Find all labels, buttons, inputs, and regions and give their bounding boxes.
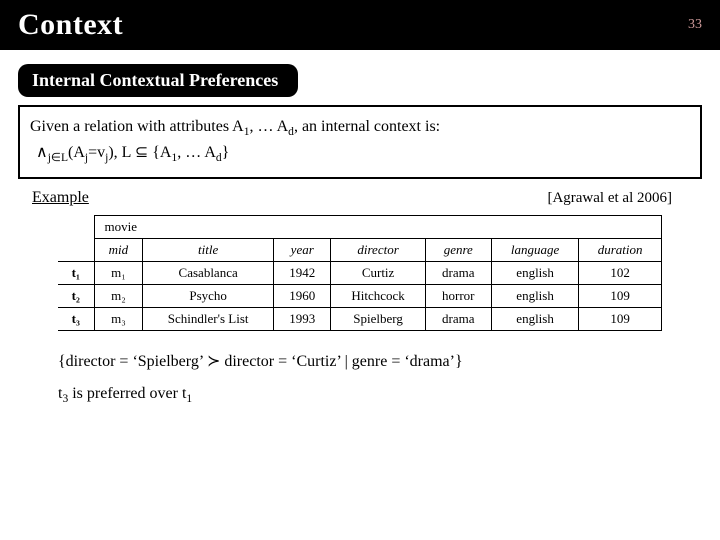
col-language: language xyxy=(491,238,578,261)
table-row: t₂ m₂ Psycho 1960 Hitchcock horror engli… xyxy=(58,284,662,307)
page-number: 33 xyxy=(688,17,702,33)
table-super-header-row: movie xyxy=(58,215,662,238)
citation: [Agrawal et al 2006] xyxy=(547,190,672,207)
example-row: Example [Agrawal et al 2006] xyxy=(18,189,702,207)
col-director: director xyxy=(331,238,425,261)
definition-line-2: ∧j∈L(Aj=vj), L ⊆ {A1, … Ad} xyxy=(30,141,690,167)
col-mid: mid xyxy=(94,238,143,261)
row-label: t₁ xyxy=(58,261,94,284)
table-super-header: movie xyxy=(94,215,662,238)
col-duration: duration xyxy=(579,238,662,261)
movie-table: movie mid title year director genre lang… xyxy=(58,215,662,331)
section-subheader: Internal Contextual Preferences xyxy=(18,64,298,97)
table-header-row: mid title year director genre language d… xyxy=(58,238,662,261)
slide-title: Context xyxy=(18,8,123,42)
table-row: t₁ m₁ Casablanca 1942 Curtiz drama engli… xyxy=(58,261,662,284)
col-genre: genre xyxy=(425,238,491,261)
row-label: t₃ xyxy=(58,307,94,330)
table-wrap: movie mid title year director genre lang… xyxy=(18,215,702,331)
col-year: year xyxy=(273,238,331,261)
preference-expression: {director = ‘Spielberg’ ≻ director = ‘Cu… xyxy=(18,351,702,371)
definition-box: Given a relation with attributes A1, … A… xyxy=(18,105,702,179)
definition-line-1: Given a relation with attributes A1, … A… xyxy=(30,115,690,141)
header-bar: Context 33 xyxy=(0,0,720,50)
example-label: Example xyxy=(32,189,89,207)
row-label: t₂ xyxy=(58,284,94,307)
conclusion-line: t3 is preferred over t1 xyxy=(18,385,702,405)
table-row: t₃ m₃ Schindler's List 1993 Spielberg dr… xyxy=(58,307,662,330)
content-area: Internal Contextual Preferences Given a … xyxy=(0,50,720,415)
col-title: title xyxy=(143,238,274,261)
